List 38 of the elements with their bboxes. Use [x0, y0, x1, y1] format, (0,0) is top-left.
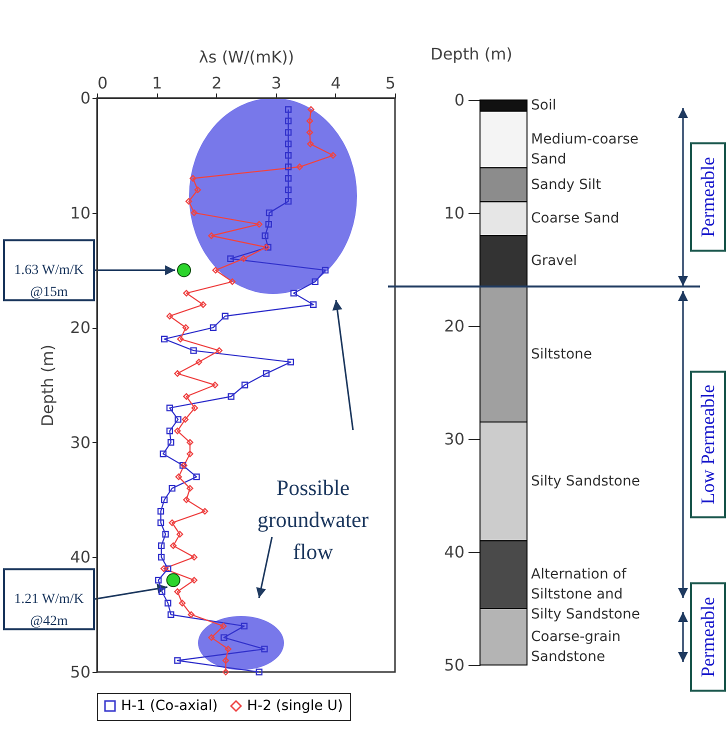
y-tick-label: 30: [444, 430, 464, 448]
y-axis-title: Depth (m): [430, 44, 512, 64]
y-tick-label: 10: [444, 204, 464, 222]
series-label: Soil: [531, 98, 556, 114]
x-tick-label: 1: [152, 74, 162, 92]
legend-label: H-1 (Co-axial): [121, 698, 218, 714]
text: Permeable: [698, 156, 719, 238]
y-tick-label: 50: [70, 662, 90, 682]
text: Permeable: [698, 596, 719, 678]
y-tick-label: 50: [444, 656, 464, 674]
text: Low Permeable: [698, 384, 719, 504]
series-label: Silty Sandstone: [531, 473, 640, 490]
annotation: 1.21 W/m/K @42m: [14, 592, 84, 630]
x-tick-label: 3: [271, 74, 282, 92]
y-tick-label: 20: [444, 316, 464, 336]
annotation: Possible groundwater flow: [257, 475, 370, 564]
legend-label: H-2 (single U): [247, 698, 344, 714]
y-tick-label: 10: [70, 203, 90, 222]
y-tick-label: 40: [444, 542, 464, 562]
series-label: Gravel: [531, 253, 577, 270]
y-tick-label: 0: [454, 90, 464, 110]
y-tick-label: 0: [80, 88, 90, 108]
series-label: Coarse-grain Sandstone: [531, 628, 621, 665]
x-tick-label: 5: [385, 74, 396, 92]
y-axis-title: Depth (m): [38, 344, 58, 426]
x-axis-title: λs (W/(mK)): [198, 48, 294, 66]
series-label: Alternation of Siltstone and Silty Sandstone: [531, 566, 640, 623]
x-tick-label: 4: [330, 74, 341, 92]
annotation: 1.63 W/m/K @15m: [14, 263, 84, 300]
y-tick-label: 40: [70, 548, 90, 567]
x-tick-label: 2: [212, 74, 222, 92]
series-label: Coarse Sand: [531, 210, 620, 227]
series-label: Sandy Silt: [531, 176, 602, 193]
x-tick-label: 0: [98, 74, 108, 92]
y-tick-label: 20: [70, 318, 90, 338]
series-label: Siltstone: [531, 346, 592, 362]
y-tick-label: 30: [70, 432, 90, 452]
series-label: Medium-coarse Sand: [531, 132, 639, 168]
